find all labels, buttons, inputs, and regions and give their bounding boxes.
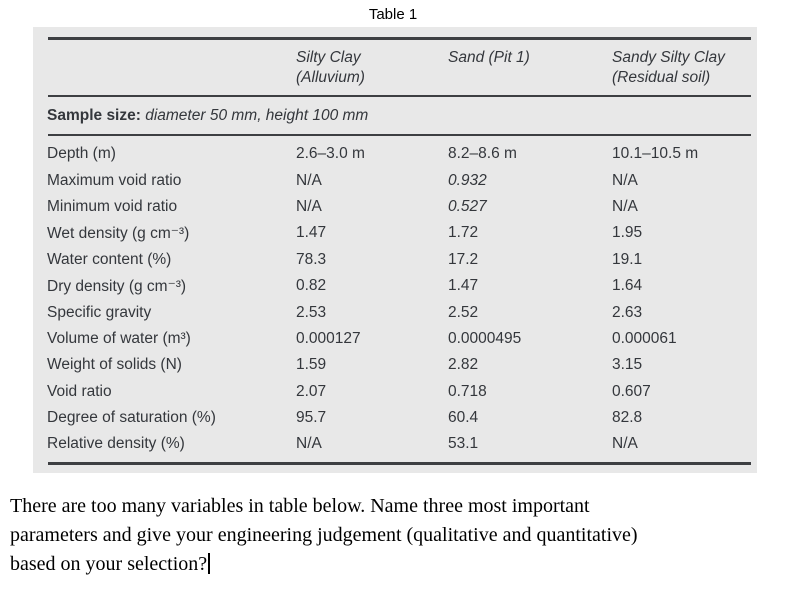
row-label: Volume of water (m³) xyxy=(47,329,191,347)
row-label: Relative density (%) xyxy=(47,435,185,453)
question-line: There are too many variables in table be… xyxy=(10,495,590,517)
table-row: Relative density (%) N/A 53.1 N/A xyxy=(47,431,757,457)
soil-properties-table: Silty Clay (Alluvium) Sand (Pit 1) Sandy… xyxy=(33,27,757,473)
row-value: N/A xyxy=(612,435,638,453)
row-label: Wet density (g cm⁻³) xyxy=(47,224,190,242)
table-top-rule xyxy=(48,37,751,40)
table-caption: Table 1 xyxy=(368,6,418,23)
row-value: 95.7 xyxy=(296,409,327,427)
sample-size-row: Sample size: diameter 50 mm, height 100 … xyxy=(33,97,757,134)
row-label: Depth (m) xyxy=(47,145,116,163)
table-row: Weight of solids (N) 1.59 2.82 3.15 xyxy=(47,352,757,378)
column-header-line1: Sandy Silty Clay xyxy=(612,49,725,66)
row-label: Specific gravity xyxy=(47,303,152,321)
row-value: 19.1 xyxy=(612,250,643,268)
row-value: 0.82 xyxy=(296,277,327,295)
row-label: Dry density (g cm⁻³) xyxy=(47,277,187,295)
column-header: Sand (Pit 1) xyxy=(448,48,612,95)
row-value: 2.53 xyxy=(296,303,327,321)
row-value: N/A xyxy=(296,435,322,453)
text-cursor xyxy=(208,553,211,574)
row-value: N/A xyxy=(612,171,638,189)
row-value: 0.718 xyxy=(448,382,487,400)
column-header-line1: Silty Clay xyxy=(296,49,361,66)
row-value: 0.932 xyxy=(448,171,487,189)
row-value: 1.59 xyxy=(296,356,327,374)
table-row: Specific gravity 2.53 2.52 2.63 xyxy=(47,299,757,325)
table-rows: Depth (m) 2.6–3.0 m 8.2–8.6 m 10.1–10.5 m … xyxy=(33,136,757,459)
table-row: Volume of water (m³) 0.000127 0.0000495 0.… xyxy=(47,326,757,352)
row-value: 0.000061 xyxy=(612,329,677,347)
row-value: 1.95 xyxy=(612,224,643,242)
row-label: Minimum void ratio xyxy=(47,197,178,215)
row-label: Weight of solids (N) xyxy=(47,356,182,374)
row-value: 1.72 xyxy=(448,224,479,242)
column-header: Sandy Silty Clay (Residual soil) xyxy=(612,48,757,95)
table-row: Maximum void ratio N/A 0.932 N/A xyxy=(47,167,757,193)
row-value: 60.4 xyxy=(448,409,479,427)
row-value: 3.15 xyxy=(612,356,643,374)
row-value: 0.0000495 xyxy=(448,329,522,347)
row-value: 10.1–10.5 m xyxy=(612,145,699,163)
table-row: Dry density (g cm⁻³) 0.82 1.47 1.64 xyxy=(47,273,757,299)
table-header-row: Silty Clay (Alluvium) Sand (Pit 1) Sandy… xyxy=(33,40,757,95)
question-line: parameters and give your engineering jud… xyxy=(10,524,638,546)
row-value: 1.47 xyxy=(448,277,479,295)
row-value: 8.2–8.6 m xyxy=(448,145,517,163)
row-value: N/A xyxy=(296,197,322,215)
column-header-line2: (Residual soil) xyxy=(612,69,711,86)
table-row: Water content (%) 78.3 17.2 19.1 xyxy=(47,247,757,273)
row-value: 0.527 xyxy=(448,197,487,215)
table-row: Degree of saturation (%) 95.7 60.4 82.8 xyxy=(47,405,757,431)
row-value: 1.47 xyxy=(296,224,327,242)
row-value: N/A xyxy=(612,197,638,215)
row-value: 17.2 xyxy=(448,250,479,268)
sample-size-value: diameter 50 mm, height 100 mm xyxy=(140,106,369,124)
row-value: 2.6–3.0 m xyxy=(296,145,365,163)
table-bottom-rule xyxy=(48,462,751,465)
row-value: 1.64 xyxy=(612,277,643,295)
row-value: 0.000127 xyxy=(296,329,361,347)
row-value: 2.07 xyxy=(296,382,327,400)
row-value: 53.1 xyxy=(448,435,479,453)
row-value: 2.52 xyxy=(448,303,479,321)
row-value: 78.3 xyxy=(296,250,327,268)
row-value: 2.63 xyxy=(612,303,643,321)
table-row: Minimum void ratio N/A 0.527 N/A xyxy=(47,194,757,220)
header-divider-rule xyxy=(48,95,751,97)
table-row: Depth (m) 2.6–3.0 m 8.2–8.6 m 10.1–10.5 m xyxy=(47,141,757,167)
table-row: Void ratio 2.07 0.718 0.607 xyxy=(47,379,757,405)
sample-divider-rule xyxy=(48,134,751,136)
sample-size-label: Sample size: xyxy=(47,106,141,124)
row-label: Void ratio xyxy=(47,382,112,400)
row-value: N/A xyxy=(296,171,322,189)
row-value: 2.82 xyxy=(448,356,479,374)
question-text[interactable]: There are too many variables in table be… xyxy=(10,492,730,579)
question-line: based on your selection? xyxy=(10,553,208,575)
row-value: 82.8 xyxy=(612,409,643,427)
column-header-line1: Sand (Pit 1) xyxy=(448,49,530,66)
column-header-empty xyxy=(47,48,296,95)
row-label: Water content (%) xyxy=(47,250,172,268)
column-header: Silty Clay (Alluvium) xyxy=(296,48,448,95)
row-value: 0.607 xyxy=(612,382,651,400)
table-row: Wet density (g cm⁻³) 1.47 1.72 1.95 xyxy=(47,220,757,246)
row-label: Degree of saturation (%) xyxy=(47,409,216,427)
row-label: Maximum void ratio xyxy=(47,171,182,189)
column-header-line2: (Alluvium) xyxy=(296,69,365,86)
